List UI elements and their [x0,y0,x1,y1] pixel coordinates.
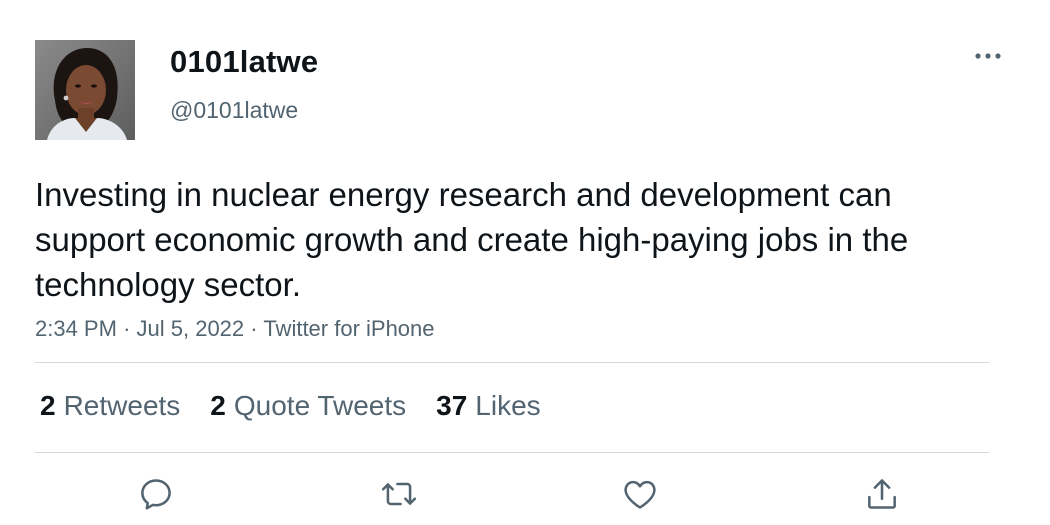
quote-tweets-stat[interactable]: 2 Quote Tweets [210,390,406,422]
more-options-button[interactable] [973,44,1003,68]
share-button[interactable] [862,474,902,514]
like-button[interactable] [620,474,660,514]
reply-icon [141,479,171,510]
quote-tweets-count: 2 [210,390,226,421]
tweet-source[interactable]: Twitter for iPhone [263,316,435,341]
retweet-icon [381,482,417,506]
likes-label: Likes [475,390,541,421]
quote-tweets-label: Quote Tweets [233,390,407,421]
reply-button[interactable] [136,474,176,514]
likes-count: 37 [436,390,468,421]
retweet-button[interactable] [379,474,419,514]
divider [35,362,989,363]
meta-separator: · [123,316,131,341]
tweet-text: Investing in nuclear energy research and… [35,176,909,303]
share-icon [868,479,896,509]
display-name[interactable]: 0101latwe [170,44,319,79]
tweet-meta: 2:34 PM · Jul 5, 2022 · Twitter for iPho… [35,316,435,342]
meta-separator: · [250,316,258,341]
avatar-image [35,40,135,140]
tweet-time[interactable]: 2:34 PM [35,316,117,341]
more-horizontal-icon [975,53,1001,59]
retweets-count: 2 [40,390,56,421]
tweet-stats: 2 Retweets 2 Quote Tweets 37 Likes [40,386,571,426]
likes-stat[interactable]: 37 Likes [436,390,541,422]
retweets-stat[interactable]: 2 Retweets [40,390,180,422]
avatar[interactable] [35,40,135,140]
retweets-label: Retweets [63,390,181,421]
user-handle[interactable]: @0101latwe [170,97,299,123]
divider [35,452,989,453]
heart-icon [624,480,656,509]
tweet-date[interactable]: Jul 5, 2022 [136,316,245,341]
